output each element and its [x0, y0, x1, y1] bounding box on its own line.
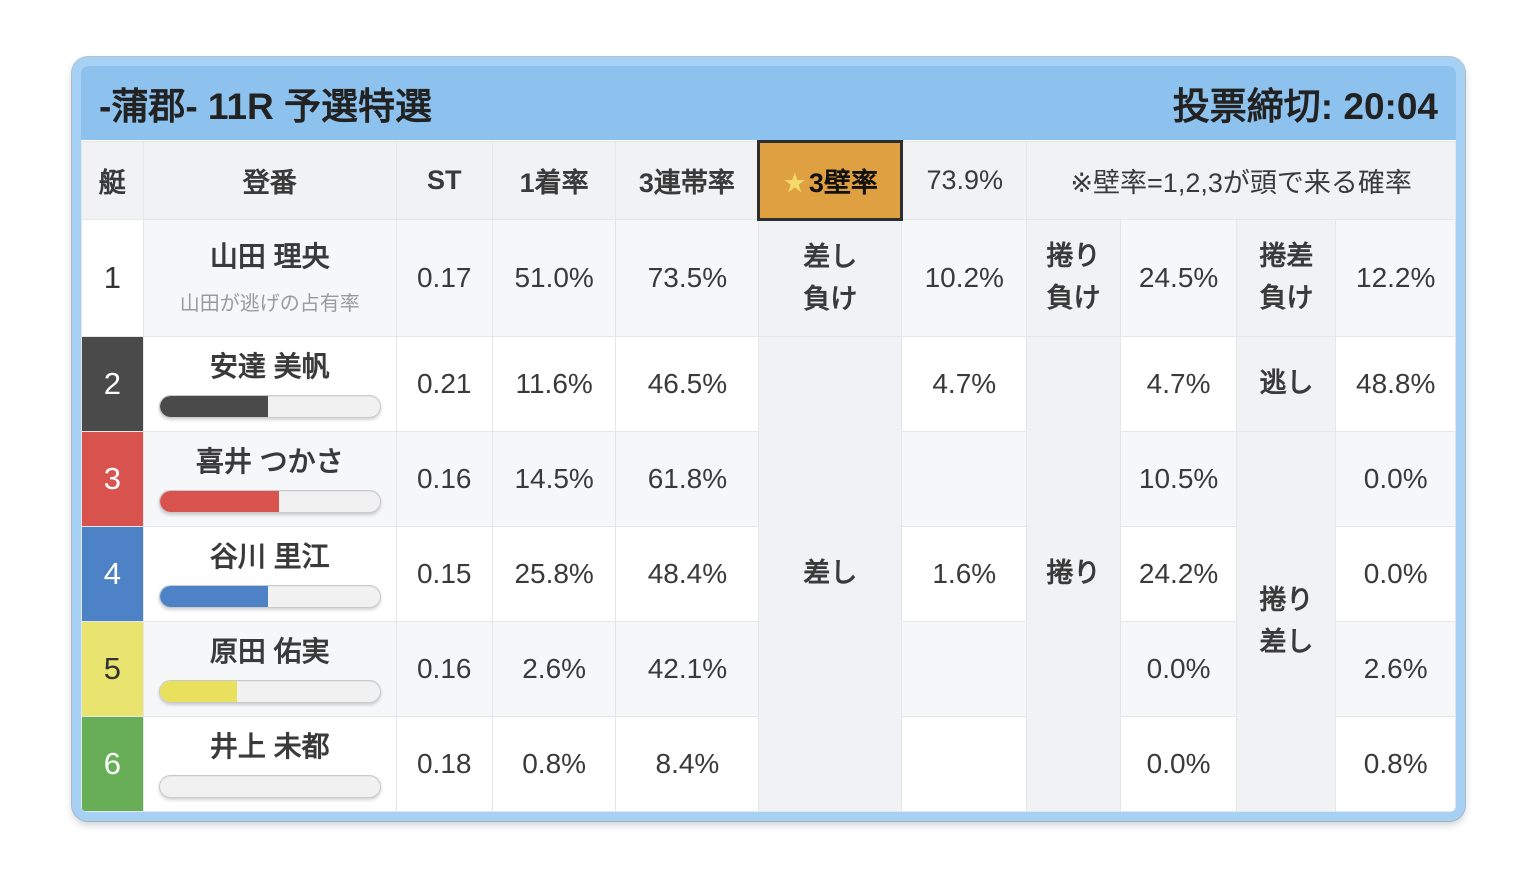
racer-sub-caption: 山田が逃げの占有率	[179, 293, 360, 316]
makuri-rate-value: 4.7%	[1119, 336, 1238, 432]
star-icon: ★	[782, 168, 807, 198]
racer-cell: 谷川 里江	[142, 526, 397, 622]
makuri-rate-value: 10.5%	[1119, 431, 1238, 527]
wall-rate-value: 73.9%	[901, 141, 1028, 220]
sashi-rate-value	[901, 431, 1028, 527]
stat-progress-fill	[159, 491, 279, 513]
win-rate-value: 2.6%	[491, 621, 617, 717]
win-rate-value: 11.6%	[491, 336, 617, 432]
win-rate-value: 51.0%	[491, 219, 617, 337]
boat-number: 1	[81, 219, 144, 337]
boat-number: 4	[81, 526, 144, 622]
racer-cell: 原田 佑実	[142, 621, 397, 717]
racer-name: 井上 未都	[209, 730, 330, 762]
makurizashi-make-label: 捲差 負け	[1236, 219, 1337, 337]
sashi-make-label: 差し 負け	[758, 219, 903, 337]
top3-rate-value: 73.5%	[615, 219, 760, 337]
makurizashi-merged-label: 捲り 差し	[1236, 431, 1337, 812]
st-value: 0.21	[395, 336, 493, 432]
top3-rate-value: 42.1%	[615, 621, 760, 717]
makurizashi-rate-value: 0.8%	[1335, 716, 1456, 812]
wall-rate-label: 3壁率	[808, 168, 878, 198]
boat-number: 6	[81, 716, 144, 812]
makurizashi-rate-value: 2.6%	[1335, 621, 1456, 717]
win-rate-value: 0.8%	[491, 716, 617, 812]
st-value: 0.17	[395, 219, 493, 337]
stat-progress-bar	[158, 775, 381, 799]
nogashi-rate-value: 48.8%	[1335, 336, 1456, 432]
top3-rate-value: 8.4%	[615, 716, 760, 812]
nogashi-label: 逃し	[1236, 336, 1337, 432]
st-value: 0.16	[395, 621, 493, 717]
makurizashi-rate-value: 0.0%	[1335, 526, 1456, 622]
st-value: 0.16	[395, 431, 493, 527]
makurizashi-rate-value: 0.0%	[1335, 431, 1456, 527]
sashi-rate-value	[901, 716, 1028, 812]
race-title: -蒲郡- 11R 予選特選	[99, 86, 433, 127]
wall-rate-button[interactable]: ★3壁率	[757, 140, 904, 221]
top3-rate-value: 48.4%	[615, 526, 760, 622]
col-header-registration: 登番	[142, 141, 397, 220]
table-header-row: 艇 登番 ST 1着率 3連帯率 ★3壁率 73.9% ※壁率=1,2,3が頭で…	[81, 140, 1456, 221]
stat-progress-fill	[159, 396, 268, 418]
makuri-rate-value: 0.0%	[1119, 716, 1238, 812]
stat-progress-bar	[158, 395, 381, 419]
stat-progress-bar	[158, 680, 381, 704]
makuri-rate-value: 24.5%	[1119, 219, 1238, 337]
col-header-boat: 艇	[81, 141, 144, 220]
boat-number: 5	[81, 621, 144, 717]
racer-row: 6 井上 未都 0.18 0.8% 8.4% 0.0% 0.8%	[81, 716, 1456, 812]
top3-rate-value: 46.5%	[615, 336, 760, 432]
vote-deadline: 投票締切: 20:04	[1172, 86, 1438, 127]
sashi-rate-value	[901, 621, 1028, 717]
race-card-header: -蒲郡- 11R 予選特選 投票締切: 20:04	[81, 66, 1456, 140]
sashi-rate-value: 4.7%	[901, 336, 1028, 432]
racer-cell: 安達 美帆	[142, 336, 397, 432]
racer-name: 喜井 つかさ	[195, 445, 344, 477]
wall-rate-note: ※壁率=1,2,3が頭で来る確率	[1026, 141, 1456, 220]
racer-row: 4 谷川 里江 0.15 25.8% 48.4% 1.6% 24.2% 0.0%	[81, 526, 1456, 622]
stat-progress-bar	[158, 585, 381, 609]
race-card: -蒲郡- 11R 予選特選 投票締切: 20:04 艇 登番 ST 1着率 3連…	[72, 57, 1465, 821]
racer-row: 1 山田 理央 山田が逃げの占有率 0.17 51.0% 73.5% 差し 負け …	[81, 219, 1456, 337]
makuri-make-label: 捲り 負け	[1026, 219, 1121, 337]
racer-cell: 喜井 つかさ	[142, 431, 397, 527]
makuri-merged-label: 捲り	[1026, 336, 1121, 812]
sashi-rate-value: 1.6%	[901, 526, 1028, 622]
sashi-merged-label: 差し	[758, 336, 903, 812]
race-table: 艇 登番 ST 1着率 3連帯率 ★3壁率 73.9% ※壁率=1,2,3が頭で…	[81, 140, 1456, 812]
win-rate-value: 14.5%	[491, 431, 617, 527]
col-header-win-rate: 1着率	[491, 141, 617, 220]
makurizashi-rate-value: 12.2%	[1335, 219, 1456, 337]
st-value: 0.15	[395, 526, 493, 622]
racer-name: 山田 理央	[209, 240, 330, 272]
stat-progress-fill	[159, 586, 268, 608]
racer-name: 原田 佑実	[209, 635, 330, 667]
racer-row: 5 原田 佑実 0.16 2.6% 42.1% 0.0% 2.6%	[81, 621, 1456, 717]
sashi-rate-value: 10.2%	[901, 219, 1028, 337]
makuri-rate-value: 24.2%	[1119, 526, 1238, 622]
racer-row: 2 安達 美帆 0.21 11.6% 46.5% 差し 4.7% 捲り 4.7%…	[81, 336, 1456, 812]
win-rate-value: 25.8%	[491, 526, 617, 622]
makuri-rate-value: 0.0%	[1119, 621, 1238, 717]
racer-cell: 井上 未都	[142, 716, 397, 812]
top3-rate-value: 61.8%	[615, 431, 760, 527]
col-header-st: ST	[395, 141, 493, 220]
racer-row: 3 喜井 つかさ 0.16 14.5% 61.8% 10.5% 捲り 差し 0.0…	[81, 431, 1456, 812]
boat-number: 3	[81, 431, 144, 527]
col-header-top3-rate: 3連帯率	[615, 141, 760, 220]
racer-name: 谷川 里江	[209, 540, 330, 572]
racer-name: 安達 美帆	[209, 350, 330, 382]
stat-progress-bar	[158, 490, 381, 514]
racer-cell: 山田 理央 山田が逃げの占有率	[142, 219, 397, 337]
stat-progress-fill	[159, 681, 237, 703]
st-value: 0.18	[395, 716, 493, 812]
boat-number: 2	[81, 336, 144, 432]
